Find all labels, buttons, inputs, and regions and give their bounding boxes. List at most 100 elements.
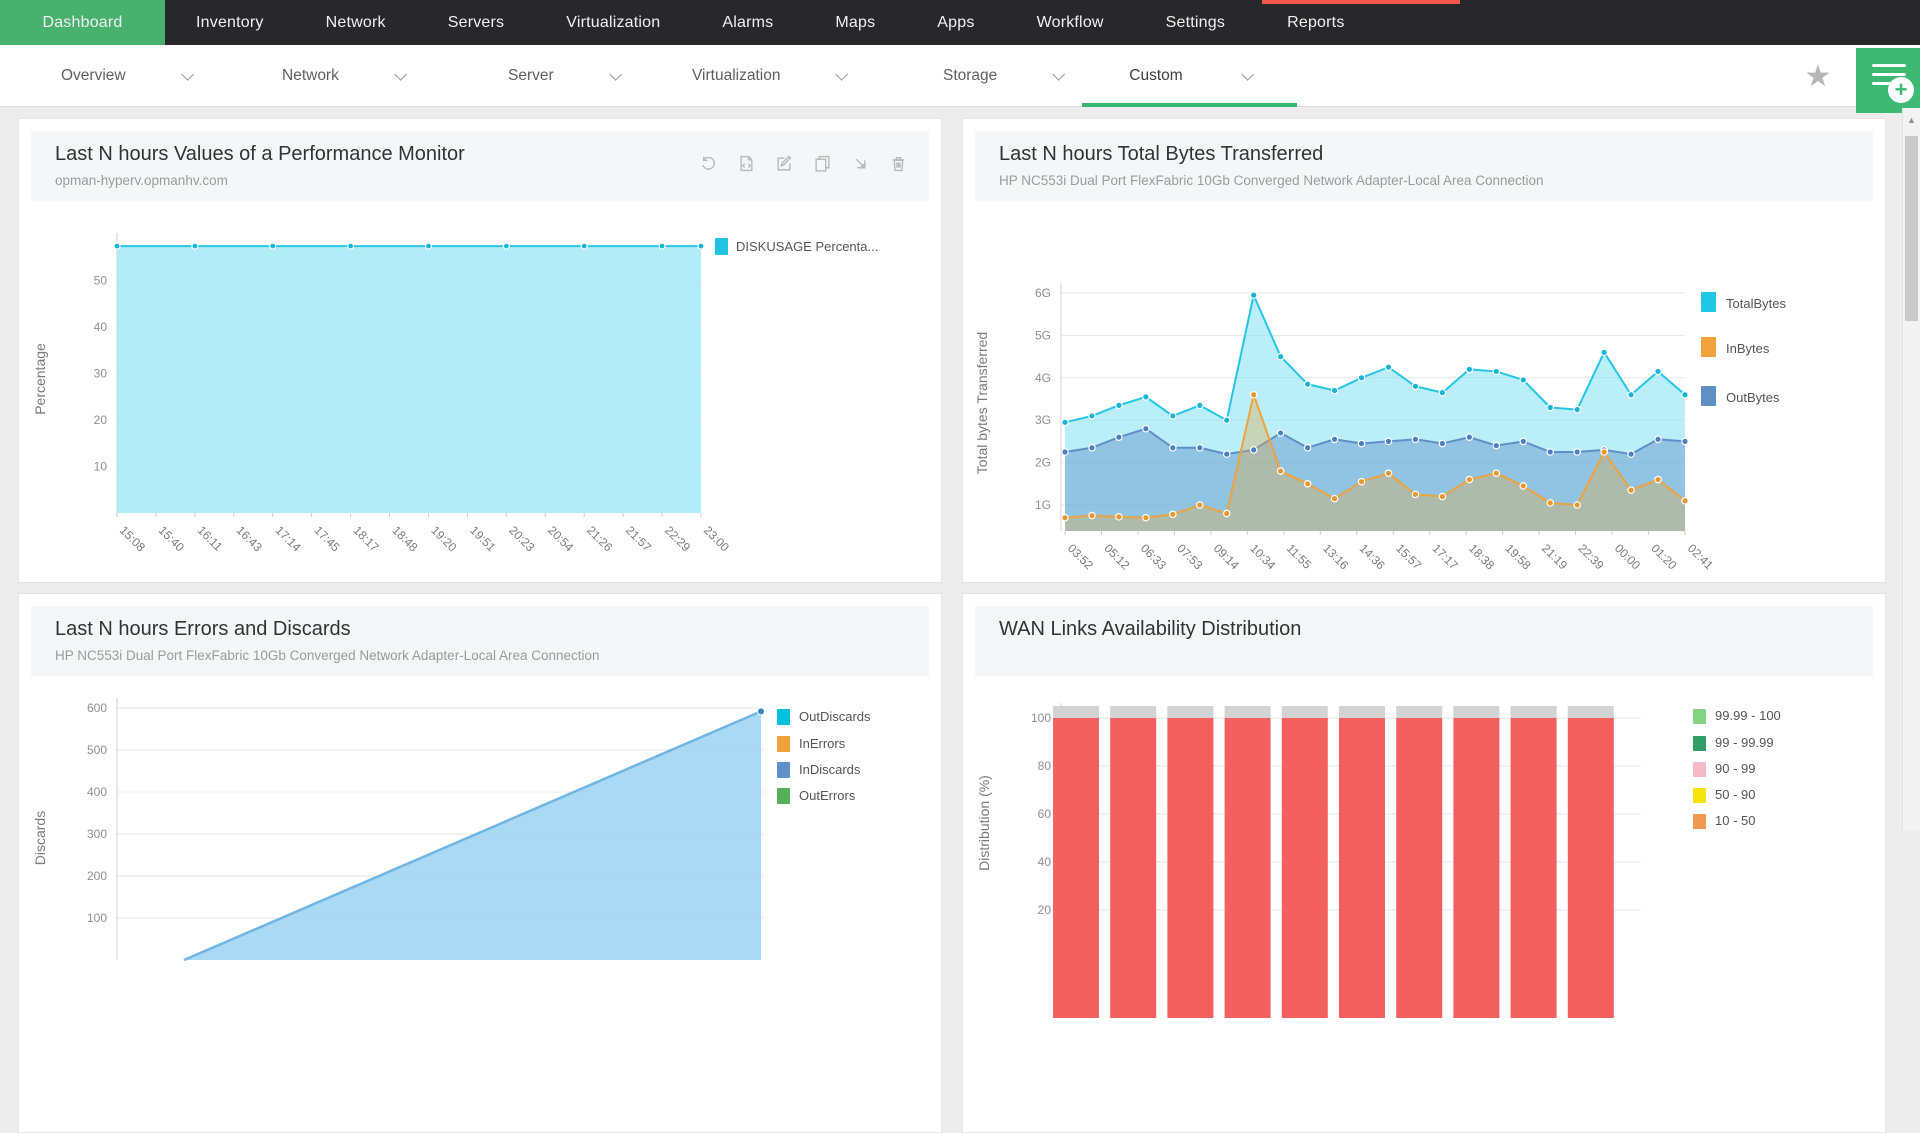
- legend-item-totalbytes[interactable]: TotalBytes: [1701, 292, 1786, 312]
- favorite-star-icon[interactable]: ★: [1798, 45, 1838, 107]
- delete-icon[interactable]: [890, 155, 907, 172]
- top-nav-tab-virtualization[interactable]: Virtualization: [535, 0, 691, 45]
- legend-item-99-99-99[interactable]: 99 - 99.99: [1693, 735, 1774, 751]
- subnav-item-virtualization[interactable]: Virtualization: [692, 45, 844, 107]
- diskusage-point: [114, 243, 120, 249]
- legend-label: TotalBytes: [1726, 296, 1786, 311]
- top-nav-tab-settings[interactable]: Settings: [1135, 0, 1256, 45]
- legend-swatch: [777, 709, 790, 725]
- totalbytes-point: [1277, 353, 1283, 359]
- subnav-item-network[interactable]: Network: [282, 45, 403, 107]
- outbytes-point: [1682, 438, 1688, 444]
- x-tick-label: 20:54: [545, 523, 576, 554]
- scrollbar-up-arrow-icon[interactable]: ▲: [1903, 112, 1920, 128]
- bar-segment: [1396, 718, 1442, 1018]
- top-nav-tab-inventory[interactable]: Inventory: [165, 0, 295, 45]
- top-nav-tab-apps[interactable]: Apps: [906, 0, 1005, 45]
- inbytes-point: [1520, 483, 1526, 489]
- subnav-item-label: Custom: [1129, 67, 1182, 85]
- outbytes-point: [1143, 425, 1149, 431]
- top-nav-tab-servers[interactable]: Servers: [417, 0, 536, 45]
- legend-item-inerrors[interactable]: InErrors: [777, 736, 846, 752]
- chart-svg: 600500400300200100DiscardsOutDiscardsInE…: [29, 688, 917, 1028]
- inbytes-point: [1304, 481, 1310, 487]
- edit-icon[interactable]: [776, 155, 793, 172]
- top-nav-tab-reports[interactable]: Reports: [1256, 0, 1375, 45]
- diskusage-point: [698, 243, 704, 249]
- top-nav-tab-network[interactable]: Network: [295, 0, 417, 45]
- inbytes-point: [1062, 515, 1068, 521]
- x-tick-label: 21:19: [1539, 541, 1570, 572]
- inbytes-point: [1574, 502, 1580, 508]
- chevron-down-icon: [836, 68, 849, 81]
- legend-item-inbytes[interactable]: InBytes: [1701, 337, 1770, 357]
- legend-item-10-50[interactable]: 10 - 50: [1693, 813, 1755, 829]
- scrollbar-thumb[interactable]: [1905, 136, 1918, 321]
- x-tick-label: 15:57: [1393, 541, 1424, 572]
- x-tick-label: 19:20: [428, 523, 459, 554]
- menu-line-icon: [1872, 64, 1906, 67]
- legend-swatch: [1701, 337, 1716, 357]
- diskusage-point: [503, 243, 509, 249]
- add-dashboard-button[interactable]: +: [1856, 48, 1920, 113]
- outbytes-point: [1439, 440, 1445, 446]
- refresh-icon[interactable]: [700, 155, 717, 172]
- legend-item-outbytes[interactable]: OutBytes: [1701, 386, 1780, 406]
- legend-item-indiscards[interactable]: InDiscards: [777, 762, 861, 778]
- totalbytes-point: [1412, 383, 1418, 389]
- inbytes-point: [1224, 510, 1230, 516]
- x-tick-label: 02:41: [1685, 541, 1716, 572]
- x-tick-label: 15:40: [156, 523, 187, 554]
- chart-text: 60: [1038, 807, 1052, 821]
- x-tick-label: 15:08: [117, 523, 148, 554]
- inbytes-point: [1385, 470, 1391, 476]
- widget-header: Last N hours Values of a Performance Mon…: [31, 131, 929, 201]
- top-nav-tab-maps[interactable]: Maps: [804, 0, 906, 45]
- bar-segment: [1511, 718, 1557, 1018]
- totalbytes-point: [1655, 368, 1661, 374]
- subnav-item-server[interactable]: Server: [508, 45, 618, 107]
- bar-segment: [1282, 718, 1328, 1018]
- y-axis-label: Percentage: [32, 343, 48, 415]
- resize-icon[interactable]: [852, 155, 869, 172]
- totalbytes-point: [1089, 413, 1095, 419]
- widget-title: Last N hours Errors and Discards: [55, 618, 905, 641]
- bar-segment: [1568, 718, 1614, 1018]
- plus-icon: +: [1888, 77, 1914, 103]
- outbytes-point: [1277, 430, 1283, 436]
- totalbytes-point: [1116, 402, 1122, 408]
- bar-segment: [1453, 718, 1499, 1018]
- chart-text: 100: [87, 911, 107, 925]
- page-scrollbar[interactable]: ▲: [1902, 108, 1920, 830]
- top-nav-tab-alarms[interactable]: Alarms: [691, 0, 804, 45]
- legend-item-outdiscards[interactable]: OutDiscards: [777, 709, 871, 725]
- loading-progress-strip: [1262, 0, 1460, 4]
- legend-item-diskusage-percenta-[interactable]: DISKUSAGE Percenta...: [715, 238, 878, 255]
- top-nav-tab-workflow[interactable]: Workflow: [1006, 0, 1135, 45]
- subnav-item-custom[interactable]: Custom: [1082, 45, 1297, 107]
- widget-title: WAN Links Availability Distribution: [999, 618, 1849, 641]
- legend-item-90-99[interactable]: 90 - 99: [1693, 761, 1755, 777]
- chart-text: 20: [1038, 903, 1052, 917]
- chart-text: 600: [87, 701, 107, 715]
- top-nav-tab-dashboard[interactable]: Dashboard: [0, 0, 165, 45]
- report-icon[interactable]: [738, 155, 755, 172]
- copy-icon[interactable]: [814, 155, 831, 172]
- x-tick-label: 07:53: [1174, 541, 1205, 572]
- legend-item-99-99-100[interactable]: 99.99 - 100: [1693, 708, 1781, 724]
- subnav-item-overview[interactable]: Overview: [61, 45, 190, 107]
- subnav-item-storage[interactable]: Storage: [943, 45, 1061, 107]
- bar-cap-segment: [1339, 706, 1385, 718]
- totalbytes-point: [1466, 366, 1472, 372]
- legend-item-50-90[interactable]: 50 - 90: [1693, 787, 1755, 803]
- legend-item-outerrors[interactable]: OutErrors: [777, 788, 856, 804]
- widget-header: WAN Links Availability Distribution: [975, 606, 1873, 676]
- subnav-item-label: Virtualization: [692, 67, 780, 85]
- outbytes-point: [1250, 447, 1256, 453]
- outbytes-point: [1412, 436, 1418, 442]
- inbytes-point: [1143, 515, 1149, 521]
